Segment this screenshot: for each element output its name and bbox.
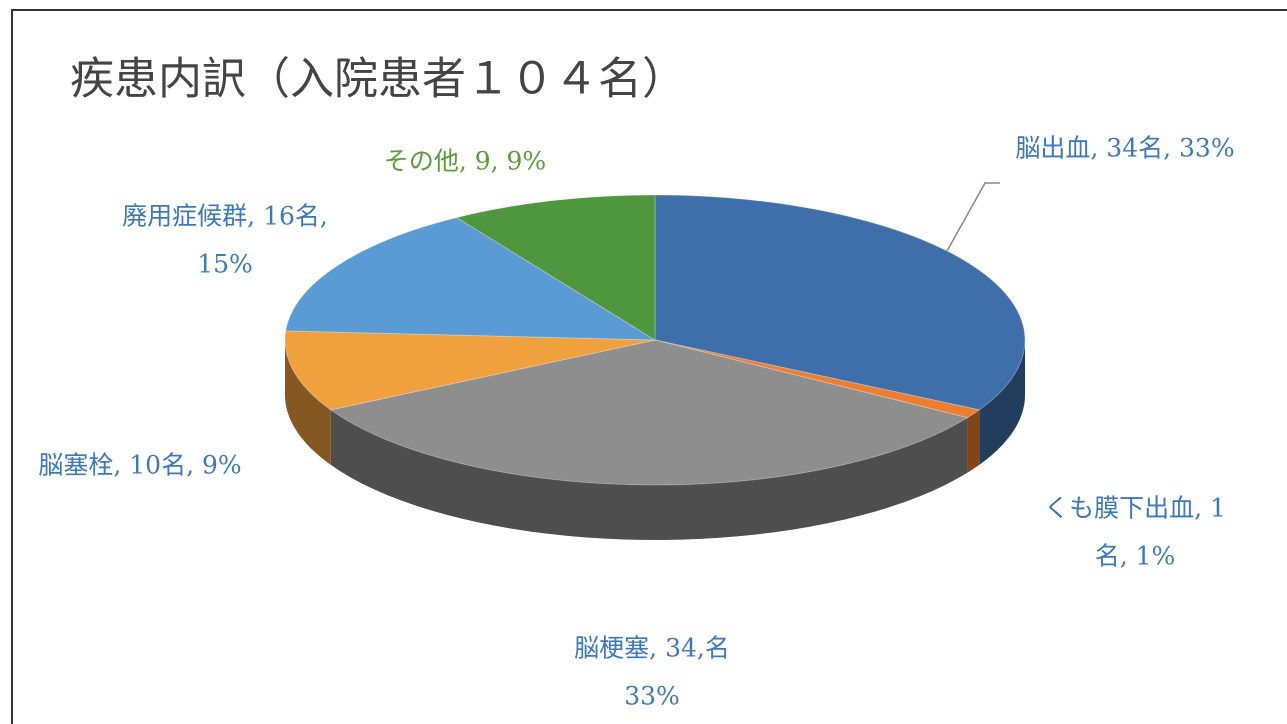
pie-side [967, 409, 980, 473]
data-label: 脳出血, 34名, 33% [1015, 134, 1234, 163]
chart-frame [11, 9, 1287, 724]
data-label: 脳塞栓, 10名, 9% [38, 451, 241, 480]
pie-slice [455, 194, 656, 341]
pie-slice [329, 339, 969, 486]
pie-side [979, 340, 1025, 465]
data-label: 廃用症候群, 16名, [122, 202, 328, 231]
pie-slice [284, 330, 656, 411]
pie-slice [654, 339, 981, 419]
data-label: 名, 1% [1095, 542, 1176, 571]
data-label: くも膜下出血, 1 [1044, 494, 1226, 523]
pie-slice [654, 194, 1026, 411]
chart-title: 疾患内訳（入院患者１０４名） [70, 54, 686, 105]
data-label: その他, 9, 9% [384, 147, 546, 176]
pie-slice [285, 217, 657, 341]
data-label: 33% [624, 682, 680, 711]
pie-side [330, 409, 968, 540]
leader-line [941, 182, 1000, 261]
data-label: 15% [197, 250, 253, 279]
data-label: 脳梗塞, 34,名 [574, 634, 730, 663]
pie-side [285, 340, 331, 465]
